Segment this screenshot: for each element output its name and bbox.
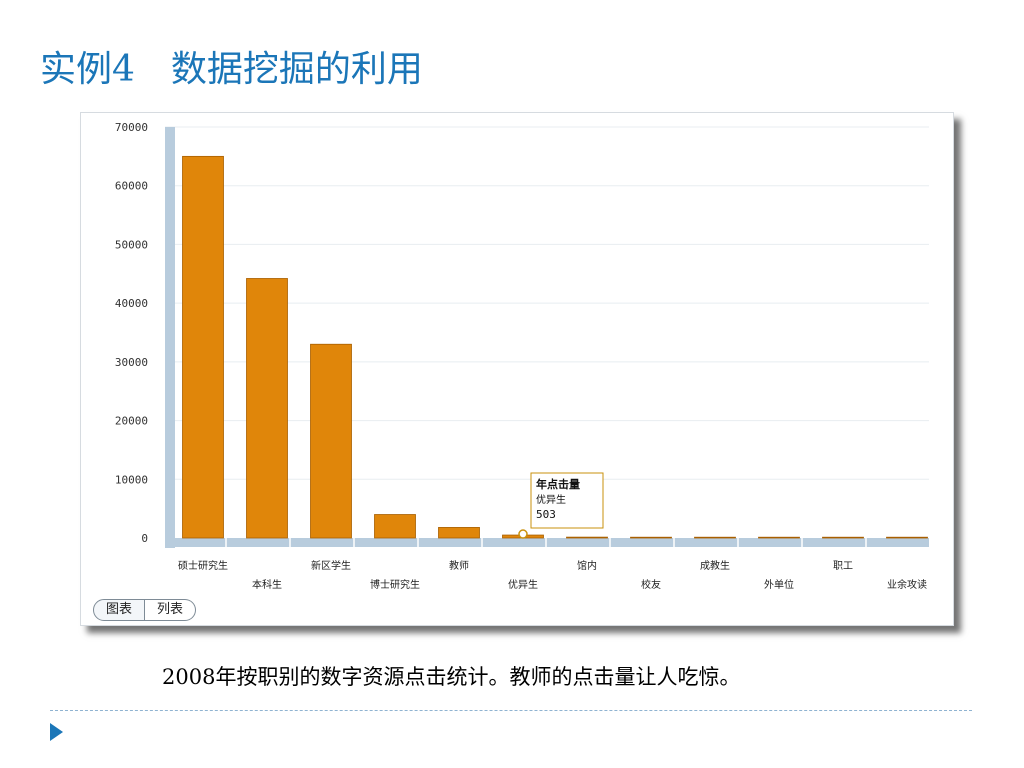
bar[interactable] xyxy=(758,536,800,539)
bar[interactable] xyxy=(630,536,672,539)
tab-chart[interactable]: 图表 xyxy=(93,599,146,621)
bar[interactable] xyxy=(886,536,928,539)
footer-divider xyxy=(50,710,972,711)
y-tick-label: 70000 xyxy=(115,121,148,134)
x-tick-label: 成教生 xyxy=(700,559,730,572)
tooltip-category: 优异生 xyxy=(536,493,566,506)
x-tick-label: 教师 xyxy=(449,559,469,572)
y-tick-label: 10000 xyxy=(115,473,148,486)
x-tick-label: 业余攻读 xyxy=(887,578,927,591)
x-tick-label: 新区学生 xyxy=(311,559,351,572)
y-axis xyxy=(165,127,175,548)
tooltip-value: 503 xyxy=(536,508,556,521)
chart-panel: 0 10000 20000 30000 40000 50000 60000 70000 硕士研究… xyxy=(80,112,954,626)
slide-caption: 2008年按职别的数字资源点击统计。教师的点击量让人吃惊。 xyxy=(162,665,741,689)
y-tick-label: 20000 xyxy=(115,415,148,428)
tooltip-box xyxy=(530,472,604,529)
bar[interactable] xyxy=(822,536,864,539)
x-tick-label: 博士研究生 xyxy=(370,578,420,591)
bar[interactable] xyxy=(566,536,608,539)
x-tick-label: 馆内 xyxy=(577,559,597,572)
bar[interactable] xyxy=(694,536,736,539)
bar[interactable] xyxy=(246,278,288,539)
x-tick-label: 外单位 xyxy=(764,578,794,591)
y-tick-label: 40000 xyxy=(115,297,148,310)
tab-list[interactable]: 列表 xyxy=(145,599,197,621)
x-tick-label: 职工 xyxy=(833,560,853,572)
tooltip-marker xyxy=(518,529,528,539)
bar[interactable] xyxy=(182,155,224,539)
play-triangle-icon[interactable] xyxy=(50,723,63,741)
x-axis xyxy=(165,538,929,547)
bar[interactable] xyxy=(310,343,352,539)
x-tick-label: 优异生 xyxy=(508,578,538,591)
slide-title: 实例4 数据挖掘的利用 xyxy=(40,49,423,90)
y-tick-label: 60000 xyxy=(115,180,148,193)
bar[interactable] xyxy=(438,527,480,539)
bar-chart: 0 10000 20000 30000 40000 50000 60000 70000 硕士研究… xyxy=(115,121,929,591)
tooltip-title: 年点击量 xyxy=(536,477,580,491)
y-tick-label: 30000 xyxy=(115,356,148,369)
y-tick-label: 50000 xyxy=(115,238,148,251)
x-tick-label: 校友 xyxy=(641,578,661,591)
x-tick-label: 硕士研究生 xyxy=(178,559,228,572)
bar[interactable] xyxy=(374,514,416,539)
y-tick-label: 0 xyxy=(141,532,148,545)
view-tabs: 图表 列表 xyxy=(93,599,197,621)
x-tick-label: 本科生 xyxy=(252,578,282,591)
